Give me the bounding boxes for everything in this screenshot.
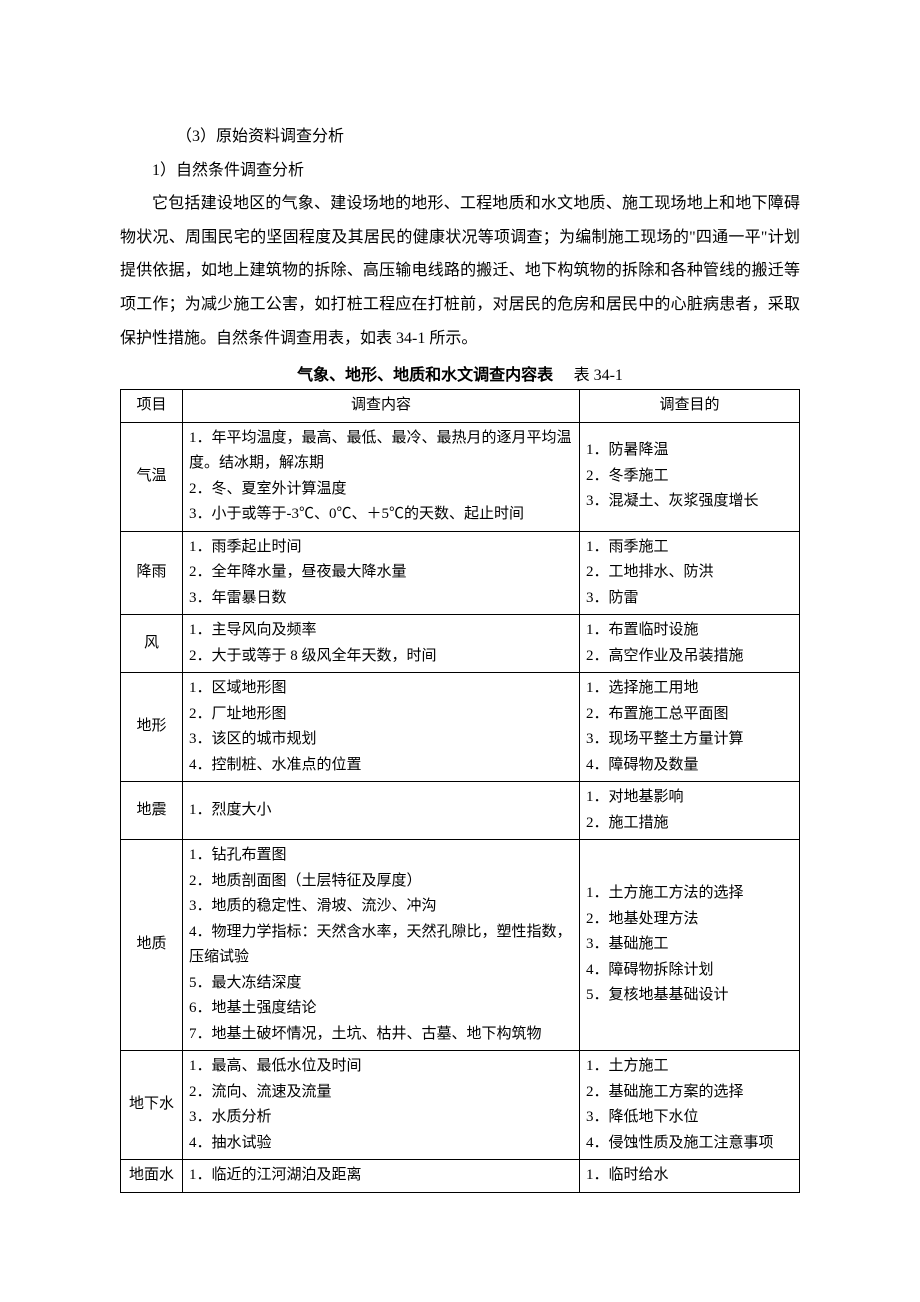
survey-content-table: 项目 调查内容 调查目的 气温1．年平均温度，最高、最低、最冷、最热月的逐月平均… [120, 389, 800, 1193]
table-title-text: 气象、地形、地质和水文调查内容表 [297, 367, 553, 384]
content-line: 3．该区的城市规划 [189, 727, 573, 753]
content-line: 4．抽水试验 [189, 1131, 573, 1157]
cell-content: 1．主导风向及频率2．大于或等于 8 级风全年天数，时间 [183, 615, 580, 673]
purpose-line: 2．施工措施 [586, 811, 793, 837]
content-line: 4．物理力学指标：天然含水率，天然孔隙比，塑性指数，压缩试验 [189, 920, 573, 971]
section-heading-3: （3）原始资料调查分析 [120, 120, 800, 154]
cell-purpose: 1．土方施工方法的选择2．地基处理方法3．基础施工4．障碍物拆除计划5．复核地基… [580, 840, 800, 1051]
content-line: 2．厂址地形图 [189, 702, 573, 728]
table-header-row: 项目 调查内容 调查目的 [121, 390, 800, 423]
section-heading-1: 1）自然条件调查分析 [120, 154, 800, 188]
cell-item: 降雨 [121, 531, 183, 615]
purpose-line: 1．选择施工用地 [586, 676, 793, 702]
content-line: 1．年平均温度，最高、最低、最冷、最热月的逐月平均温度。结冰期，解冻期 [189, 426, 573, 477]
purpose-line: 3．降低地下水位 [586, 1105, 793, 1131]
purpose-line: 3．混凝土、灰浆强度增长 [586, 489, 793, 515]
purpose-line: 2．基础施工方案的选择 [586, 1080, 793, 1106]
purpose-line: 1．对地基影响 [586, 785, 793, 811]
purpose-line: 2．高空作业及吊装措施 [586, 644, 793, 670]
content-line: 4．控制桩、水准点的位置 [189, 753, 573, 779]
cell-purpose: 1．布置临时设施2．高空作业及吊装措施 [580, 615, 800, 673]
cell-purpose: 1．雨季施工2．工地排水、防洪3．防雷 [580, 531, 800, 615]
cell-item: 气温 [121, 422, 183, 531]
purpose-line: 1．雨季施工 [586, 535, 793, 561]
cell-item: 地震 [121, 782, 183, 840]
cell-content: 1．钻孔布置图2．地质剖面图（土层特征及厚度）3．地质的稳定性、滑坡、流沙、冲沟… [183, 840, 580, 1051]
header-content: 调查内容 [183, 390, 580, 423]
table-row: 地下水1．最高、最低水位及时间2．流向、流速及流量3．水质分析4．抽水试验1．土… [121, 1051, 800, 1160]
cell-content: 1．最高、最低水位及时间2．流向、流速及流量3．水质分析4．抽水试验 [183, 1051, 580, 1160]
cell-item: 地下水 [121, 1051, 183, 1160]
table-row: 地震1．烈度大小 1．对地基影响2．施工措施 [121, 782, 800, 840]
table-row: 地形1．区域地形图2．厂址地形图3．该区的城市规划4．控制桩、水准点的位置1．选… [121, 673, 800, 782]
purpose-line: 2．地基处理方法 [586, 907, 793, 933]
cell-content: 1．烈度大小 [183, 782, 580, 840]
purpose-line: 1．土方施工 [586, 1054, 793, 1080]
content-line: 2．全年降水量，昼夜最大降水量 [189, 560, 573, 586]
purpose-line: 4．障碍物拆除计划 [586, 958, 793, 984]
body-paragraph: 它包括建设地区的气象、建设场地的地形、工程地质和水文地质、施工现场地上和地下障碍… [120, 187, 800, 355]
table-title: 气象、地形、地质和水文调查内容表 表 34-1 [120, 361, 800, 385]
cell-item: 地形 [121, 673, 183, 782]
content-line: 1．区域地形图 [189, 676, 573, 702]
purpose-line: 3．防雷 [586, 586, 793, 612]
cell-purpose: 1．临时给水 [580, 1160, 800, 1193]
cell-content: 1．区域地形图2．厂址地形图3．该区的城市规划4．控制桩、水准点的位置 [183, 673, 580, 782]
purpose-line: 3．基础施工 [586, 932, 793, 958]
content-line: 3．年雷暴日数 [189, 586, 573, 612]
cell-item: 风 [121, 615, 183, 673]
purpose-line: 1．土方施工方法的选择 [586, 881, 793, 907]
content-line: 3．小于或等于-3℃、0℃、＋5℃的天数、起止时间 [189, 502, 573, 528]
content-line: 2．大于或等于 8 级风全年天数，时间 [189, 644, 573, 670]
cell-content: 1．雨季起止时间2．全年降水量，昼夜最大降水量3．年雷暴日数 [183, 531, 580, 615]
cell-purpose: 1．选择施工用地2．布置施工总平面图3．现场平整土方量计算4．障碍物及数量 [580, 673, 800, 782]
purpose-line: 4．障碍物及数量 [586, 753, 793, 779]
cell-item: 地面水 [121, 1160, 183, 1193]
purpose-line: 3．现场平整土方量计算 [586, 727, 793, 753]
content-line: 5．最大冻结深度 [189, 971, 573, 997]
content-line: 1．钻孔布置图 [189, 843, 573, 869]
purpose-line: 2．冬季施工 [586, 464, 793, 490]
purpose-line: 2．布置施工总平面图 [586, 702, 793, 728]
purpose-line: 1．临时给水 [586, 1163, 793, 1189]
cell-purpose: 1．防暑降温2．冬季施工3．混凝土、灰浆强度增长 [580, 422, 800, 531]
table-row: 地面水1．临近的江河湖泊及距离 1．临时给水 [121, 1160, 800, 1193]
content-line: 7．地基土破坏情况，土坑、枯井、古墓、地下构筑物 [189, 1022, 573, 1048]
content-line: 2．流向、流速及流量 [189, 1080, 573, 1106]
cell-purpose: 1．土方施工2．基础施工方案的选择3．降低地下水位4．侵蚀性质及施工注意事项 [580, 1051, 800, 1160]
cell-content: 1．年平均温度，最高、最低、最冷、最热月的逐月平均温度。结冰期，解冻期2．冬、夏… [183, 422, 580, 531]
purpose-line: 4．侵蚀性质及施工注意事项 [586, 1131, 793, 1157]
content-line: 6．地基土强度结论 [189, 996, 573, 1022]
table-number-label: 表 34-1 [574, 367, 623, 384]
purpose-line: 1．防暑降温 [586, 438, 793, 464]
cell-content: 1．临近的江河湖泊及距离 [183, 1160, 580, 1193]
header-item: 项目 [121, 390, 183, 423]
cell-item: 地质 [121, 840, 183, 1051]
content-line: 1．烈度大小 [189, 798, 573, 824]
cell-purpose: 1．对地基影响2．施工措施 [580, 782, 800, 840]
content-line: 2．地质剖面图（土层特征及厚度） [189, 869, 573, 895]
table-row: 地质1．钻孔布置图2．地质剖面图（土层特征及厚度）3．地质的稳定性、滑坡、流沙、… [121, 840, 800, 1051]
table-row: 气温1．年平均温度，最高、最低、最冷、最热月的逐月平均温度。结冰期，解冻期2．冬… [121, 422, 800, 531]
table-row: 风1．主导风向及频率2．大于或等于 8 级风全年天数，时间1．布置临时设施2．高… [121, 615, 800, 673]
header-purpose: 调查目的 [580, 390, 800, 423]
content-line: 3．水质分析 [189, 1105, 573, 1131]
content-line: 1．雨季起止时间 [189, 535, 573, 561]
purpose-line: 1．布置临时设施 [586, 618, 793, 644]
table-row: 降雨1．雨季起止时间2．全年降水量，昼夜最大降水量3．年雷暴日数1．雨季施工2．… [121, 531, 800, 615]
content-line: 1．最高、最低水位及时间 [189, 1054, 573, 1080]
purpose-line: 5．复核地基基础设计 [586, 983, 793, 1009]
content-line: 3．地质的稳定性、滑坡、流沙、冲沟 [189, 894, 573, 920]
content-line: 2．冬、夏室外计算温度 [189, 477, 573, 503]
content-line: 1．临近的江河湖泊及距离 [189, 1163, 573, 1189]
content-line: 1．主导风向及频率 [189, 618, 573, 644]
purpose-line: 2．工地排水、防洪 [586, 560, 793, 586]
